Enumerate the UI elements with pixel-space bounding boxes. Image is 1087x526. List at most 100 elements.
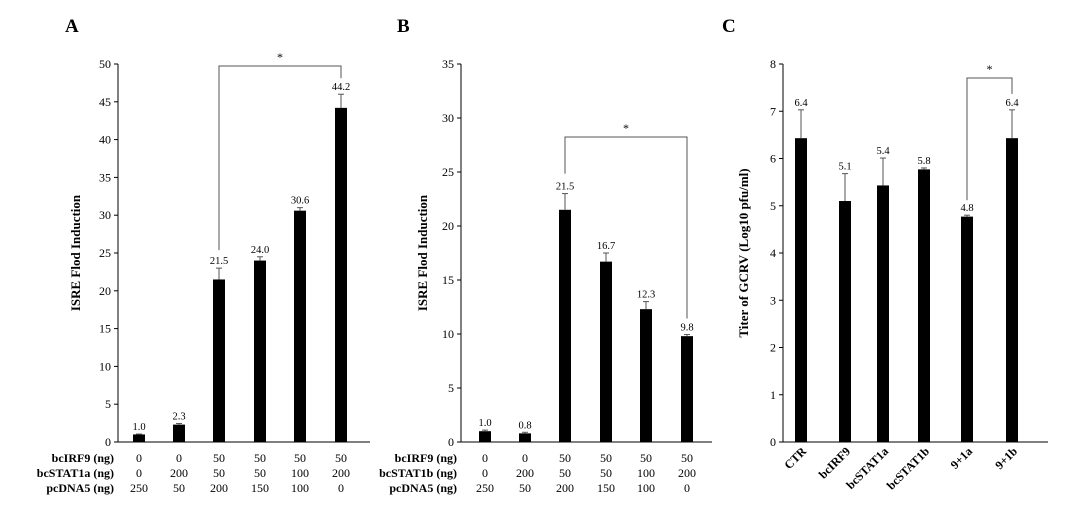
significance-marker: * <box>987 62 993 76</box>
y-tick-label: 30 <box>99 208 111 222</box>
data-label: 24.0 <box>251 245 269 256</box>
panel-a: A 0 5 10 15 20 25 30 35 40 45 50 ISRE Flod Induction… <box>37 16 370 495</box>
bar <box>918 169 930 442</box>
bar <box>640 309 652 442</box>
y-tick-label: 25 <box>442 165 454 179</box>
condition-cell: 50 <box>254 466 266 480</box>
data-label: 5.1 <box>838 162 851 173</box>
bar <box>479 431 491 442</box>
y-tick-label: 50 <box>99 57 111 71</box>
x-category-label: bcSTAT1a <box>843 444 891 492</box>
bar <box>877 185 889 442</box>
significance-marker: * <box>277 50 283 64</box>
panel-c: C 0 1 2 3 4 5 6 7 8 Titer of GCRV (Log10 pfu/ml) 6.… <box>722 16 1048 492</box>
data-label: 44.2 <box>332 82 350 93</box>
condition-cell: 50 <box>335 451 347 465</box>
panel-letter-a: A <box>65 16 79 37</box>
condition-cell: 50 <box>213 451 225 465</box>
y-tick-label: 20 <box>99 284 111 298</box>
bar <box>1006 138 1018 442</box>
data-label: 6.4 <box>1005 98 1019 109</box>
x-category-label: 9+1b <box>992 444 1020 472</box>
significance-bracket <box>966 77 1013 201</box>
condition-cell: 200 <box>678 466 696 480</box>
data-label: 2.3 <box>172 411 185 422</box>
bar <box>839 201 851 442</box>
data-label: 5.4 <box>876 146 890 157</box>
x-category-label: bcIRF9 <box>816 444 853 481</box>
condition-cell: 0 <box>522 451 528 465</box>
y-tick-label: 6 <box>770 152 776 166</box>
panel-letter-c: C <box>722 16 736 37</box>
y-tick-label: 5 <box>105 397 111 411</box>
y-tick-label: 1 <box>770 388 776 402</box>
y-tick-label: 40 <box>99 133 111 147</box>
condition-cell: 50 <box>640 451 652 465</box>
data-label: 6.4 <box>794 98 808 109</box>
condition-cell: 200 <box>210 481 228 495</box>
y-tick-label: 20 <box>442 219 454 233</box>
data-label: 1.0 <box>132 422 145 433</box>
y-tick-label: 0 <box>448 435 454 449</box>
condition-cell: 50 <box>600 466 612 480</box>
data-label: 1.0 <box>478 418 491 429</box>
condition-cell: 50 <box>294 451 306 465</box>
x-category-label: 9+1a <box>948 444 975 471</box>
y-tick-label: 25 <box>99 246 111 260</box>
y-tick-label: 7 <box>770 104 776 118</box>
condition-cell: 0 <box>482 451 488 465</box>
condition-row-label: bcIRF9 (ng) <box>52 451 114 465</box>
data-label: 9.8 <box>680 323 693 334</box>
bar <box>254 260 266 442</box>
condition-cell: 150 <box>251 481 269 495</box>
condition-cell: 50 <box>213 466 225 480</box>
y-tick-label: 5 <box>448 381 454 395</box>
condition-cell: 50 <box>559 451 571 465</box>
y-axis-label-b: ISRE Flod Induction <box>415 194 430 311</box>
data-label: 21.5 <box>556 182 574 193</box>
y-tick-label: 10 <box>442 327 454 341</box>
bar <box>795 138 807 442</box>
condition-cell: 0 <box>176 451 182 465</box>
data-label: 21.5 <box>210 256 228 267</box>
y-tick-label: 3 <box>770 293 776 307</box>
y-tick-label: 15 <box>442 273 454 287</box>
condition-cell: 100 <box>291 481 309 495</box>
condition-cell: 250 <box>130 481 148 495</box>
y-axis-label-a: ISRE Flod Induction <box>68 194 83 311</box>
bar <box>681 336 693 442</box>
condition-cell: 0 <box>482 466 488 480</box>
condition-cell: 250 <box>476 481 494 495</box>
y-axis-label-c: Titer of GCRV (Log10 pfu/ml) <box>736 168 751 337</box>
condition-cell: 200 <box>170 466 188 480</box>
y-tick-label: 45 <box>99 95 111 109</box>
condition-cell: 50 <box>173 481 185 495</box>
significance-bracket <box>218 65 342 251</box>
x-category-label: bcSTAT1b <box>884 444 932 492</box>
y-tick-label: 30 <box>442 111 454 125</box>
y-tick-label: 35 <box>442 57 454 71</box>
y-tick-label: 35 <box>99 170 111 184</box>
data-label: 12.3 <box>637 290 655 301</box>
condition-cell: 0 <box>136 451 142 465</box>
significance-bracket <box>564 136 688 319</box>
bar <box>173 424 185 442</box>
y-tick-label: 15 <box>99 322 111 336</box>
y-tick-label: 2 <box>770 341 776 355</box>
condition-cell: 100 <box>291 466 309 480</box>
y-tick-label: 0 <box>770 435 776 449</box>
y-tick-label: 5 <box>770 199 776 213</box>
data-label: 30.6 <box>291 196 309 207</box>
condition-cell: 100 <box>637 481 655 495</box>
y-tick-label: 4 <box>770 246 776 260</box>
condition-cell: 200 <box>516 466 534 480</box>
y-tick-label: 0 <box>105 435 111 449</box>
condition-cell: 50 <box>600 451 612 465</box>
condition-cell: 0 <box>684 481 690 495</box>
condition-cell: 100 <box>637 466 655 480</box>
panel-letter-b: B <box>397 16 410 37</box>
bar <box>133 434 145 442</box>
data-label: 5.8 <box>917 156 930 167</box>
condition-row-label: pcDNA5 (ng) <box>46 481 114 495</box>
